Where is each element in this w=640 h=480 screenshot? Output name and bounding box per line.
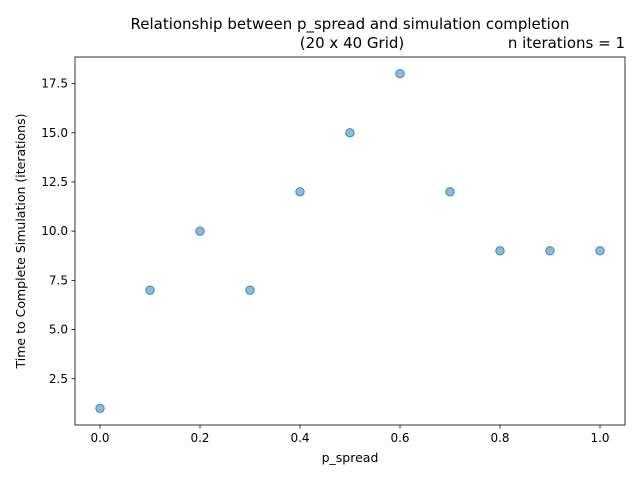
x-tick-label: 0.0 — [90, 431, 109, 445]
data-point-5 — [345, 128, 355, 138]
data-point-10 — [595, 246, 605, 256]
data-point-3 — [245, 285, 255, 295]
x-axis-label: p_spread — [322, 450, 379, 465]
y-tick-label: 12.5 — [41, 175, 68, 189]
x-tick-label: 1.0 — [590, 431, 609, 445]
y-tick-label: 5.0 — [49, 323, 68, 337]
data-point-9 — [545, 246, 555, 256]
plot-area — [95, 69, 605, 413]
axes-frame — [74, 56, 626, 426]
chart-annotation: n iterations = 1 — [508, 34, 625, 52]
y-tick-label: 17.5 — [41, 77, 68, 91]
y-tick-label: 10.0 — [41, 224, 68, 238]
chart-title: Relationship between p_spread and simula… — [130, 15, 569, 34]
data-point-6 — [395, 69, 405, 79]
data-point-8 — [495, 246, 505, 256]
x-tick-label: 0.4 — [290, 431, 309, 445]
y-axis-ticks: 2.5 5.0 7.5 10.0 12.5 15.0 17.5 — [41, 77, 75, 386]
y-tick-label: 7.5 — [49, 273, 68, 287]
y-axis-label: Time to Complete Simulation (iterations) — [13, 114, 28, 370]
data-point-2 — [195, 226, 205, 236]
data-point-7 — [445, 187, 455, 197]
x-axis-ticks: 0.0 0.2 0.4 0.6 0.8 1.0 — [90, 425, 610, 445]
data-point-0 — [95, 403, 105, 413]
data-point-1 — [145, 285, 155, 295]
chart-subtitle: (20 x 40 Grid) — [300, 34, 405, 52]
x-tick-label: 0.2 — [190, 431, 209, 445]
y-tick-label: 2.5 — [49, 372, 68, 386]
x-tick-label: 0.6 — [390, 431, 409, 445]
y-tick-label: 15.0 — [41, 126, 68, 140]
data-point-4 — [295, 187, 305, 197]
x-tick-label: 0.8 — [490, 431, 509, 445]
